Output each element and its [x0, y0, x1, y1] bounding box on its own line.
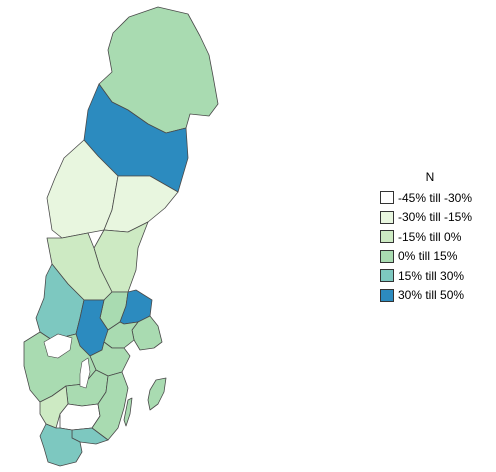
- island-oland: [123, 397, 133, 427]
- region-gotland: [147, 377, 167, 411]
- legend-item: 15% till 30%: [380, 266, 496, 286]
- legend-label: -30% till -15%: [398, 210, 473, 225]
- legend-item: 30% till 50%: [380, 286, 496, 306]
- legend-swatch: [380, 191, 394, 205]
- legend-item: 0% till 15%: [380, 247, 496, 267]
- region-skane: [39, 423, 83, 467]
- legend-label: 15% till 30%: [398, 268, 465, 283]
- legend-label: 0% till 15%: [398, 249, 458, 264]
- legend-items: -45% till -30% -30% till -15% -15% till 0%…: [380, 188, 496, 305]
- map-legend: N -45% till -30% -30% till -15% -15% till …: [380, 170, 496, 305]
- legend-swatch: [380, 210, 394, 224]
- legend-title: N: [425, 170, 435, 184]
- legend-label: -45% till -30%: [398, 190, 473, 205]
- legend-swatch: [380, 230, 394, 244]
- legend-item: -15% till 0%: [380, 227, 496, 247]
- legend-item: -45% till -30%: [380, 188, 496, 208]
- legend-item: -30% till -15%: [380, 208, 496, 228]
- lake-vattern: [79, 357, 91, 389]
- lake-vanern: [43, 333, 73, 359]
- legend-label: 30% till 50%: [398, 288, 465, 303]
- legend-swatch: [380, 249, 394, 263]
- legend-swatch: [380, 288, 394, 302]
- legend-label: -15% till 0%: [398, 229, 462, 244]
- legend-swatch: [380, 269, 394, 283]
